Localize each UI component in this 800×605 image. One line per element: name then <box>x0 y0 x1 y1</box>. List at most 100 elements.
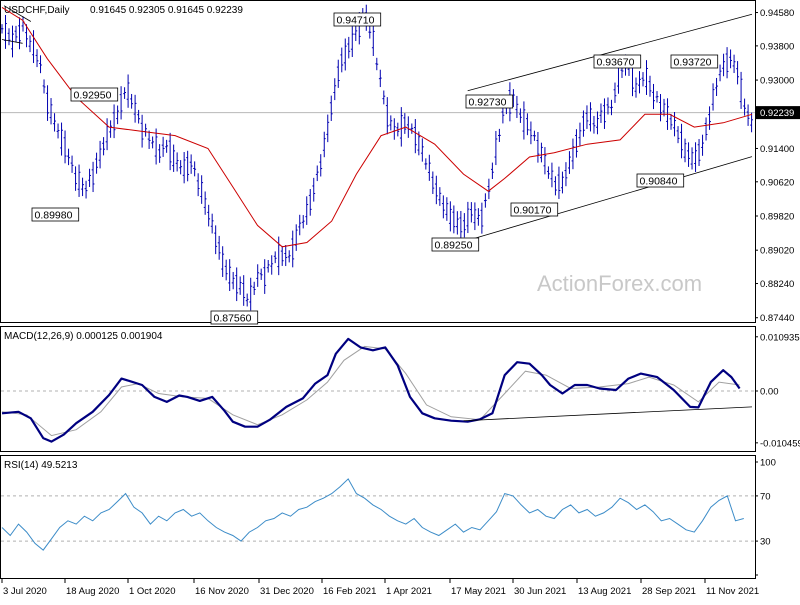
price-bar <box>298 214 302 236</box>
price-bar <box>242 275 246 306</box>
price-callout-box <box>465 94 514 109</box>
price-y-tick-label: 0.91400 <box>760 144 794 155</box>
price-bar <box>368 25 372 39</box>
price-bar <box>214 225 218 255</box>
price-bar <box>42 79 46 94</box>
price-bar <box>694 142 697 172</box>
price-bar <box>305 196 309 225</box>
price-bar <box>263 259 267 294</box>
price-bar <box>249 277 253 311</box>
price-bar <box>704 117 708 141</box>
price-bar <box>715 77 718 97</box>
price-bar <box>452 205 456 234</box>
price-bar <box>273 251 277 264</box>
price-bar <box>7 28 11 46</box>
price-bar <box>547 166 550 179</box>
price-bar <box>112 104 116 139</box>
price-y-tick-label: 0.89020 <box>760 246 794 257</box>
price-bar <box>70 155 74 173</box>
price-bar <box>322 131 326 158</box>
macd-y-tick-label: 0.010935 <box>760 332 800 343</box>
price-bar <box>119 86 123 120</box>
price-bar <box>35 49 39 68</box>
price-bar <box>133 94 137 123</box>
price-bar <box>284 245 288 267</box>
price-bar <box>568 151 571 174</box>
price-bar <box>750 112 753 133</box>
price-bar <box>336 59 340 88</box>
price-bar <box>445 197 449 221</box>
price-bar <box>294 224 298 251</box>
price-bar <box>557 166 561 199</box>
price-bar <box>256 264 260 287</box>
price-bar <box>221 246 225 277</box>
price-bar <box>490 162 494 180</box>
price-bar <box>599 103 603 123</box>
x-tick-label: 16 Feb 2021 <box>323 586 376 597</box>
price-bar <box>228 259 232 292</box>
price-bar <box>497 128 501 142</box>
price-bar <box>438 187 442 206</box>
price-bar <box>494 130 498 166</box>
price-bar <box>487 178 491 200</box>
x-tick-label: 13 Aug 2021 <box>578 586 631 597</box>
price-bar <box>476 208 480 226</box>
macd-trendline <box>463 406 753 422</box>
price-bar <box>319 154 323 177</box>
x-tick-label: 31 Dec 2020 <box>260 586 314 597</box>
macd-panel-title: MACD(12,26,9) 0.000125 0.001904 <box>4 331 163 342</box>
price-callout: 0.90170 <box>510 202 559 217</box>
price-y-tick-label: 0.90620 <box>760 177 794 188</box>
price-callout-box <box>431 237 480 252</box>
price-bar <box>315 165 319 182</box>
price-bar <box>49 98 53 125</box>
price-bar <box>641 72 645 87</box>
price-bar <box>301 215 305 229</box>
price-callout: 0.92950 <box>70 87 119 102</box>
price-bar <box>95 152 98 174</box>
rsi-y-tick-label: 70 <box>760 491 771 502</box>
price-bar <box>434 175 438 205</box>
price-bar <box>427 154 431 181</box>
price-ohlc-readout: 0.91645 0.92305 0.91645 0.92239 <box>90 5 243 16</box>
price-bar <box>655 91 659 103</box>
price-bar <box>483 193 487 208</box>
price-bar <box>4 14 7 49</box>
price-callout-box <box>510 202 559 217</box>
price-bar <box>60 122 63 156</box>
price-bar <box>382 90 386 105</box>
x-tick-label: 28 Sep 2021 <box>642 586 696 597</box>
macd-y-tick-label: -0.010459 <box>760 438 800 449</box>
price-bar <box>529 121 533 145</box>
price-bar <box>266 260 270 273</box>
price-bar <box>161 136 165 157</box>
price-bar <box>466 201 470 234</box>
price-bar <box>582 110 585 137</box>
rsi-line <box>1 478 744 551</box>
x-tick-label: 1 Apr 2021 <box>386 586 432 597</box>
price-callout: 0.89980 <box>31 207 80 222</box>
price-bar <box>0 24 4 34</box>
price-bar <box>676 126 680 144</box>
macd-signal-line <box>1 345 740 437</box>
price-y-axis: 0.94580 0.93800 0.93000 0.92239 0.91400 0.906… <box>755 8 800 324</box>
price-bar <box>123 87 126 99</box>
price-bar <box>172 144 176 172</box>
price-bar <box>417 131 421 156</box>
x-tick-label: 17 May 2021 <box>451 586 506 597</box>
price-bar <box>550 162 554 188</box>
moving-average-line <box>1 6 753 248</box>
price-bar <box>291 230 295 268</box>
price-bar <box>659 94 662 122</box>
price-bar <box>662 98 666 117</box>
price-bar <box>634 77 638 98</box>
price-bar <box>575 129 578 158</box>
price-bar <box>687 142 690 167</box>
price-callout: 0.87560 <box>210 310 259 325</box>
price-bar <box>165 139 169 153</box>
price-bar <box>158 144 162 163</box>
price-bar <box>63 130 67 164</box>
price-bar <box>280 245 284 266</box>
price-bar <box>179 160 183 175</box>
